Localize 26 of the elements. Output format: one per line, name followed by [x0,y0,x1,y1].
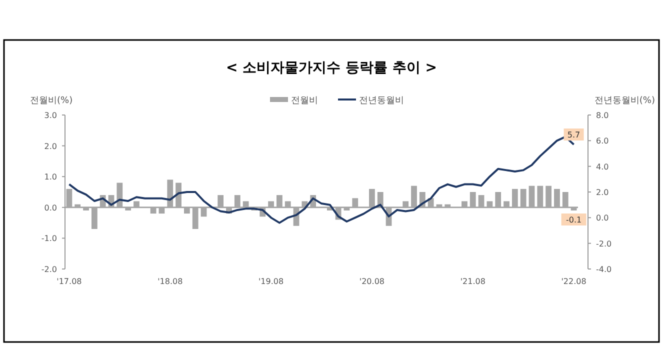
y-tick-label: -2.0 [41,265,57,274]
y-axis-title: 전월비(%) [30,96,73,106]
legend-label: 전월비 [291,96,318,106]
y2-tick-label: -2.0 [596,239,612,248]
y-tick-label: 2.0 [44,142,57,151]
y-tick-label: 3.0 [44,111,57,120]
y-tick-label: -1.0 [41,234,57,244]
legend-label: 전년동월비 [359,96,404,106]
y2-tick-label: 0.0 [596,214,609,223]
y-tick-label: 0.0 [44,203,57,212]
y2-tick-label: 4.0 [596,162,609,172]
x-tick-label: '17.08 [56,277,82,286]
data-label: -0.1 [566,215,582,224]
y2-tick-label: 8.0 [596,111,609,120]
x-tick-label: '20.08 [359,277,385,286]
y2-tick-label: 6.0 [596,136,609,146]
chart-title: < 소비자물가지수 등락률 추이 > [226,60,437,76]
y2-tick-label: 2.0 [596,188,609,197]
x-tick-label: '22.08 [561,277,586,286]
y2-axis-title: 전년동월비(%) [594,96,655,106]
x-tick-label: '18.08 [158,277,183,286]
x-tick-label: '19.08 [258,277,284,286]
y-tick-label: 1.0 [44,172,57,182]
data-label: 5.7 [567,130,580,140]
x-tick-label: '21.08 [460,277,486,286]
y2-tick-label: -4.0 [596,265,612,274]
